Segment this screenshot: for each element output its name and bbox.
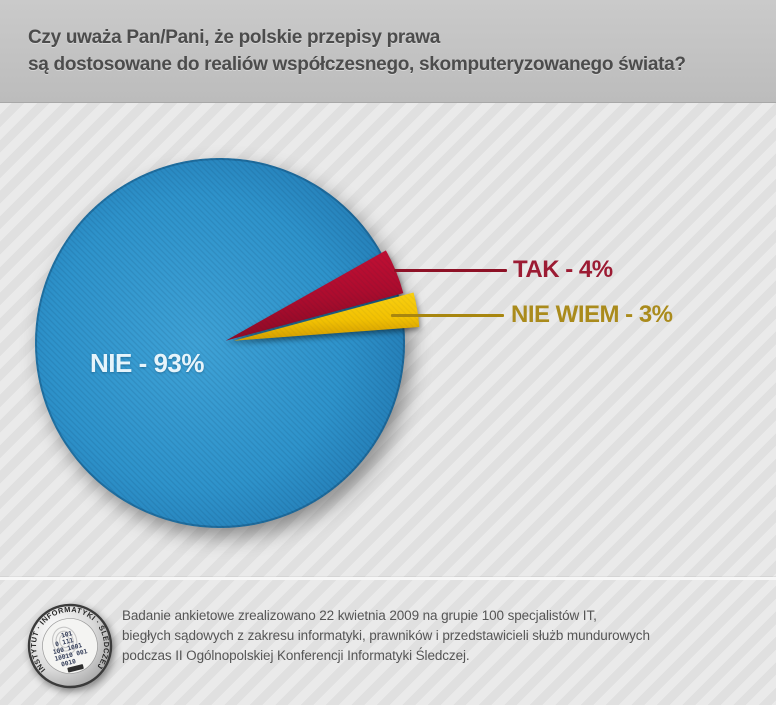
page-title: Czy uważa Pan/Pani, że polskie przepisy … xyxy=(28,24,686,78)
pie-slice-nie xyxy=(35,158,405,528)
institute-seal-logo: 101 0 111 100 1001 10010 001 0010 INSTYT… xyxy=(26,600,114,689)
nie-slice-label: NIE - 93% xyxy=(90,348,205,378)
survey-description-line-2: biegłych sądowych z zakresu informatyki,… xyxy=(122,628,650,643)
nie-wiem-leader-line xyxy=(391,314,504,317)
survey-description-line-3: podczas II Ogólnopolskiej Konferencji In… xyxy=(122,648,470,663)
seal-banner xyxy=(67,664,84,673)
header-band: Czy uważa Pan/Pani, że polskie przepisy … xyxy=(0,0,776,103)
survey-description: Badanie ankietowe zrealizowano 22 kwietn… xyxy=(122,606,650,666)
nie-wiem-callout-label: NIE WIEM - 3% xyxy=(511,301,673,328)
binary-code-text: 101 0 111 100 1001 10010 001 0010 xyxy=(52,630,88,668)
title-line-2: są dostosowane do realiów współczesnego,… xyxy=(28,54,686,75)
fingerprint-icon xyxy=(51,626,78,656)
survey-description-line-1: Badanie ankietowe zrealizowano 22 kwietn… xyxy=(122,608,597,623)
seal-inner-disc xyxy=(42,618,98,674)
binary-row: 0 111 xyxy=(54,637,74,648)
tak-callout-label: TAK - 4% xyxy=(513,256,613,283)
pie-slice-tak xyxy=(225,250,404,341)
binary-row: 101 xyxy=(61,630,74,640)
title-line-1: Czy uważa Pan/Pani, że polskie przepisy … xyxy=(28,27,441,48)
tak-leader-line xyxy=(394,269,507,272)
footer-divider xyxy=(0,577,776,580)
binary-row: 0010 xyxy=(61,658,77,668)
pie-slice-nie-wiem xyxy=(233,292,420,341)
